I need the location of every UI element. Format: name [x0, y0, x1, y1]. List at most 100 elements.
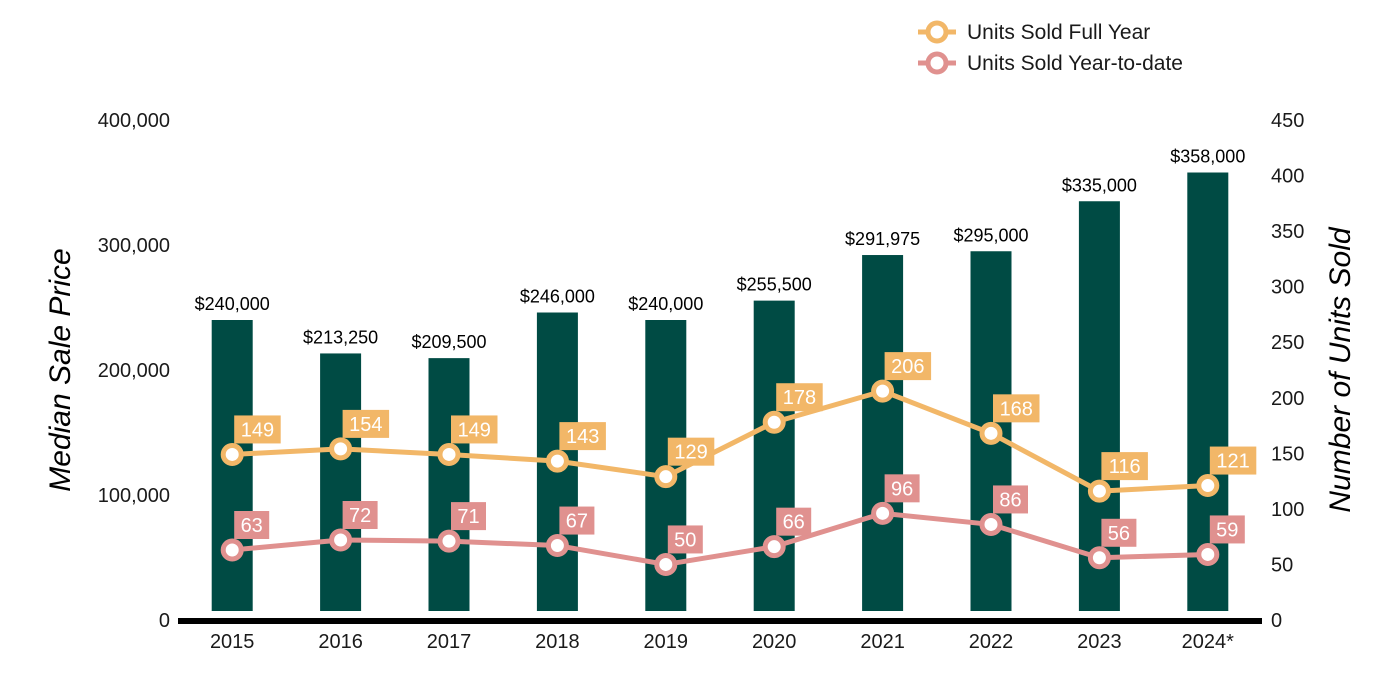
series-point — [437, 442, 461, 466]
point-label-box — [776, 507, 812, 536]
bar-value-label: $335,000 — [1062, 175, 1137, 195]
x-tick-label: 2017 — [427, 631, 472, 653]
lines: 149 154 149 143 129 178 206 168 116 121 63 72 71 67 50… — [220, 352, 1257, 576]
y2-tick-label: 400 — [1271, 166, 1304, 188]
legend-label: Units Sold Full Year — [967, 21, 1150, 44]
series-line — [229, 510, 1211, 567]
y2-tick-label: 200 — [1271, 388, 1304, 410]
x-tick-label: 2022 — [969, 631, 1014, 653]
x-tick-label: 2018 — [535, 631, 580, 653]
bar-value-label: $246,000 — [520, 287, 595, 307]
series-point — [762, 410, 786, 434]
y2-tick-label: 350 — [1271, 221, 1304, 243]
point-label-box — [1101, 452, 1148, 481]
bar-value-label: $213,250 — [303, 327, 378, 347]
series-point — [979, 421, 1003, 445]
bar-value-label: $295,000 — [953, 225, 1028, 245]
legend-marker — [925, 20, 949, 44]
point-label: 149 — [241, 419, 274, 441]
point-label-box — [884, 474, 920, 503]
point-label-box — [451, 415, 498, 444]
series-line — [229, 388, 1211, 494]
bar-labels: $240,000 $213,250 $209,500 $246,000 $240,000… — [195, 147, 1246, 353]
y2-axis: 0 50 100 150 200 250 300 350 400 450 — [1271, 110, 1304, 632]
point-label-box — [234, 415, 281, 444]
point-label-box — [559, 506, 595, 535]
point-label: 121 — [1216, 451, 1249, 473]
x-axis: 2015 2016 2017 2018 2019 2020 2021 2022 2023 2024… — [210, 631, 1234, 653]
bar-value-label: $291,975 — [845, 229, 920, 249]
point-label: 96 — [891, 478, 913, 500]
bar-value-label: $240,000 — [628, 294, 703, 314]
point-label: 129 — [674, 442, 707, 464]
x-tick-label: 2023 — [1077, 631, 1122, 653]
point-label: 50 — [674, 529, 696, 551]
y-tick-label: 200,000 — [98, 360, 170, 382]
point-label: 63 — [241, 515, 263, 537]
y2-tick-label: 450 — [1271, 110, 1304, 132]
point-label: 67 — [566, 511, 588, 533]
point-label-box — [342, 409, 390, 438]
bar-value-label: $358,000 — [1170, 147, 1245, 167]
y-axis-title: Median Sale Price — [44, 248, 77, 491]
series-point — [220, 442, 244, 466]
series-point — [871, 379, 895, 403]
legend-marker — [925, 51, 949, 75]
point-label: 72 — [349, 505, 371, 527]
y-axis: 0 100,000 200,000 300,000 400,000 — [98, 110, 170, 632]
bar-value-label: $255,500 — [737, 275, 812, 295]
bar-value-label: $240,000 — [195, 294, 270, 314]
y2-tick-label: 300 — [1271, 277, 1304, 299]
point-label-box — [776, 383, 823, 412]
point-label-box — [1101, 518, 1137, 547]
bar — [862, 255, 904, 611]
y2-tick-label: 100 — [1271, 499, 1304, 521]
y2-tick-label: 50 — [1271, 554, 1293, 576]
legend-label: Units Sold Year-to-date — [967, 52, 1183, 75]
point-label: 86 — [999, 489, 1021, 511]
series-point — [545, 534, 569, 558]
point-label: 56 — [1108, 523, 1130, 545]
series-point — [1087, 479, 1111, 503]
y-tick-label: 0 — [159, 610, 170, 632]
point-label: 206 — [891, 356, 924, 378]
point-label-box — [234, 511, 270, 539]
point-label: 59 — [1216, 519, 1238, 541]
point-label: 66 — [783, 512, 805, 534]
bars — [211, 172, 1229, 611]
point-label-box — [1209, 446, 1257, 475]
point-label: 149 — [458, 419, 491, 441]
series-point — [545, 449, 569, 473]
y2-tick-label: 0 — [1271, 610, 1282, 632]
series-point — [437, 529, 461, 553]
bar — [428, 358, 470, 611]
series-point — [762, 535, 786, 559]
y-tick-label: 100,000 — [98, 485, 170, 507]
x-tick-label: 2024* — [1182, 631, 1234, 653]
point-label-box — [667, 437, 715, 466]
series-point — [871, 501, 895, 525]
y2-tick-label: 250 — [1271, 332, 1304, 354]
point-label-box — [559, 422, 606, 451]
point-label: 143 — [566, 426, 599, 448]
point-label: 168 — [1000, 398, 1033, 420]
point-label-box — [993, 485, 1028, 514]
y-tick-label: 400,000 — [98, 110, 170, 132]
series-point — [220, 538, 244, 562]
x-tick-label: 2021 — [860, 631, 905, 653]
series-point — [654, 465, 678, 489]
point-label-box — [667, 525, 703, 554]
x-tick-label: 2020 — [752, 631, 797, 653]
series-point — [329, 528, 353, 552]
point-label-box — [342, 501, 378, 529]
series-point — [1087, 546, 1111, 570]
series-point — [654, 552, 678, 576]
point-label-box — [451, 502, 486, 531]
bar — [320, 353, 362, 611]
bar-value-label: $209,500 — [411, 332, 486, 352]
y-tick-label: 300,000 — [98, 235, 170, 257]
x-tick-label: 2019 — [644, 631, 689, 653]
series-point — [329, 437, 353, 461]
series-point — [1196, 542, 1220, 566]
